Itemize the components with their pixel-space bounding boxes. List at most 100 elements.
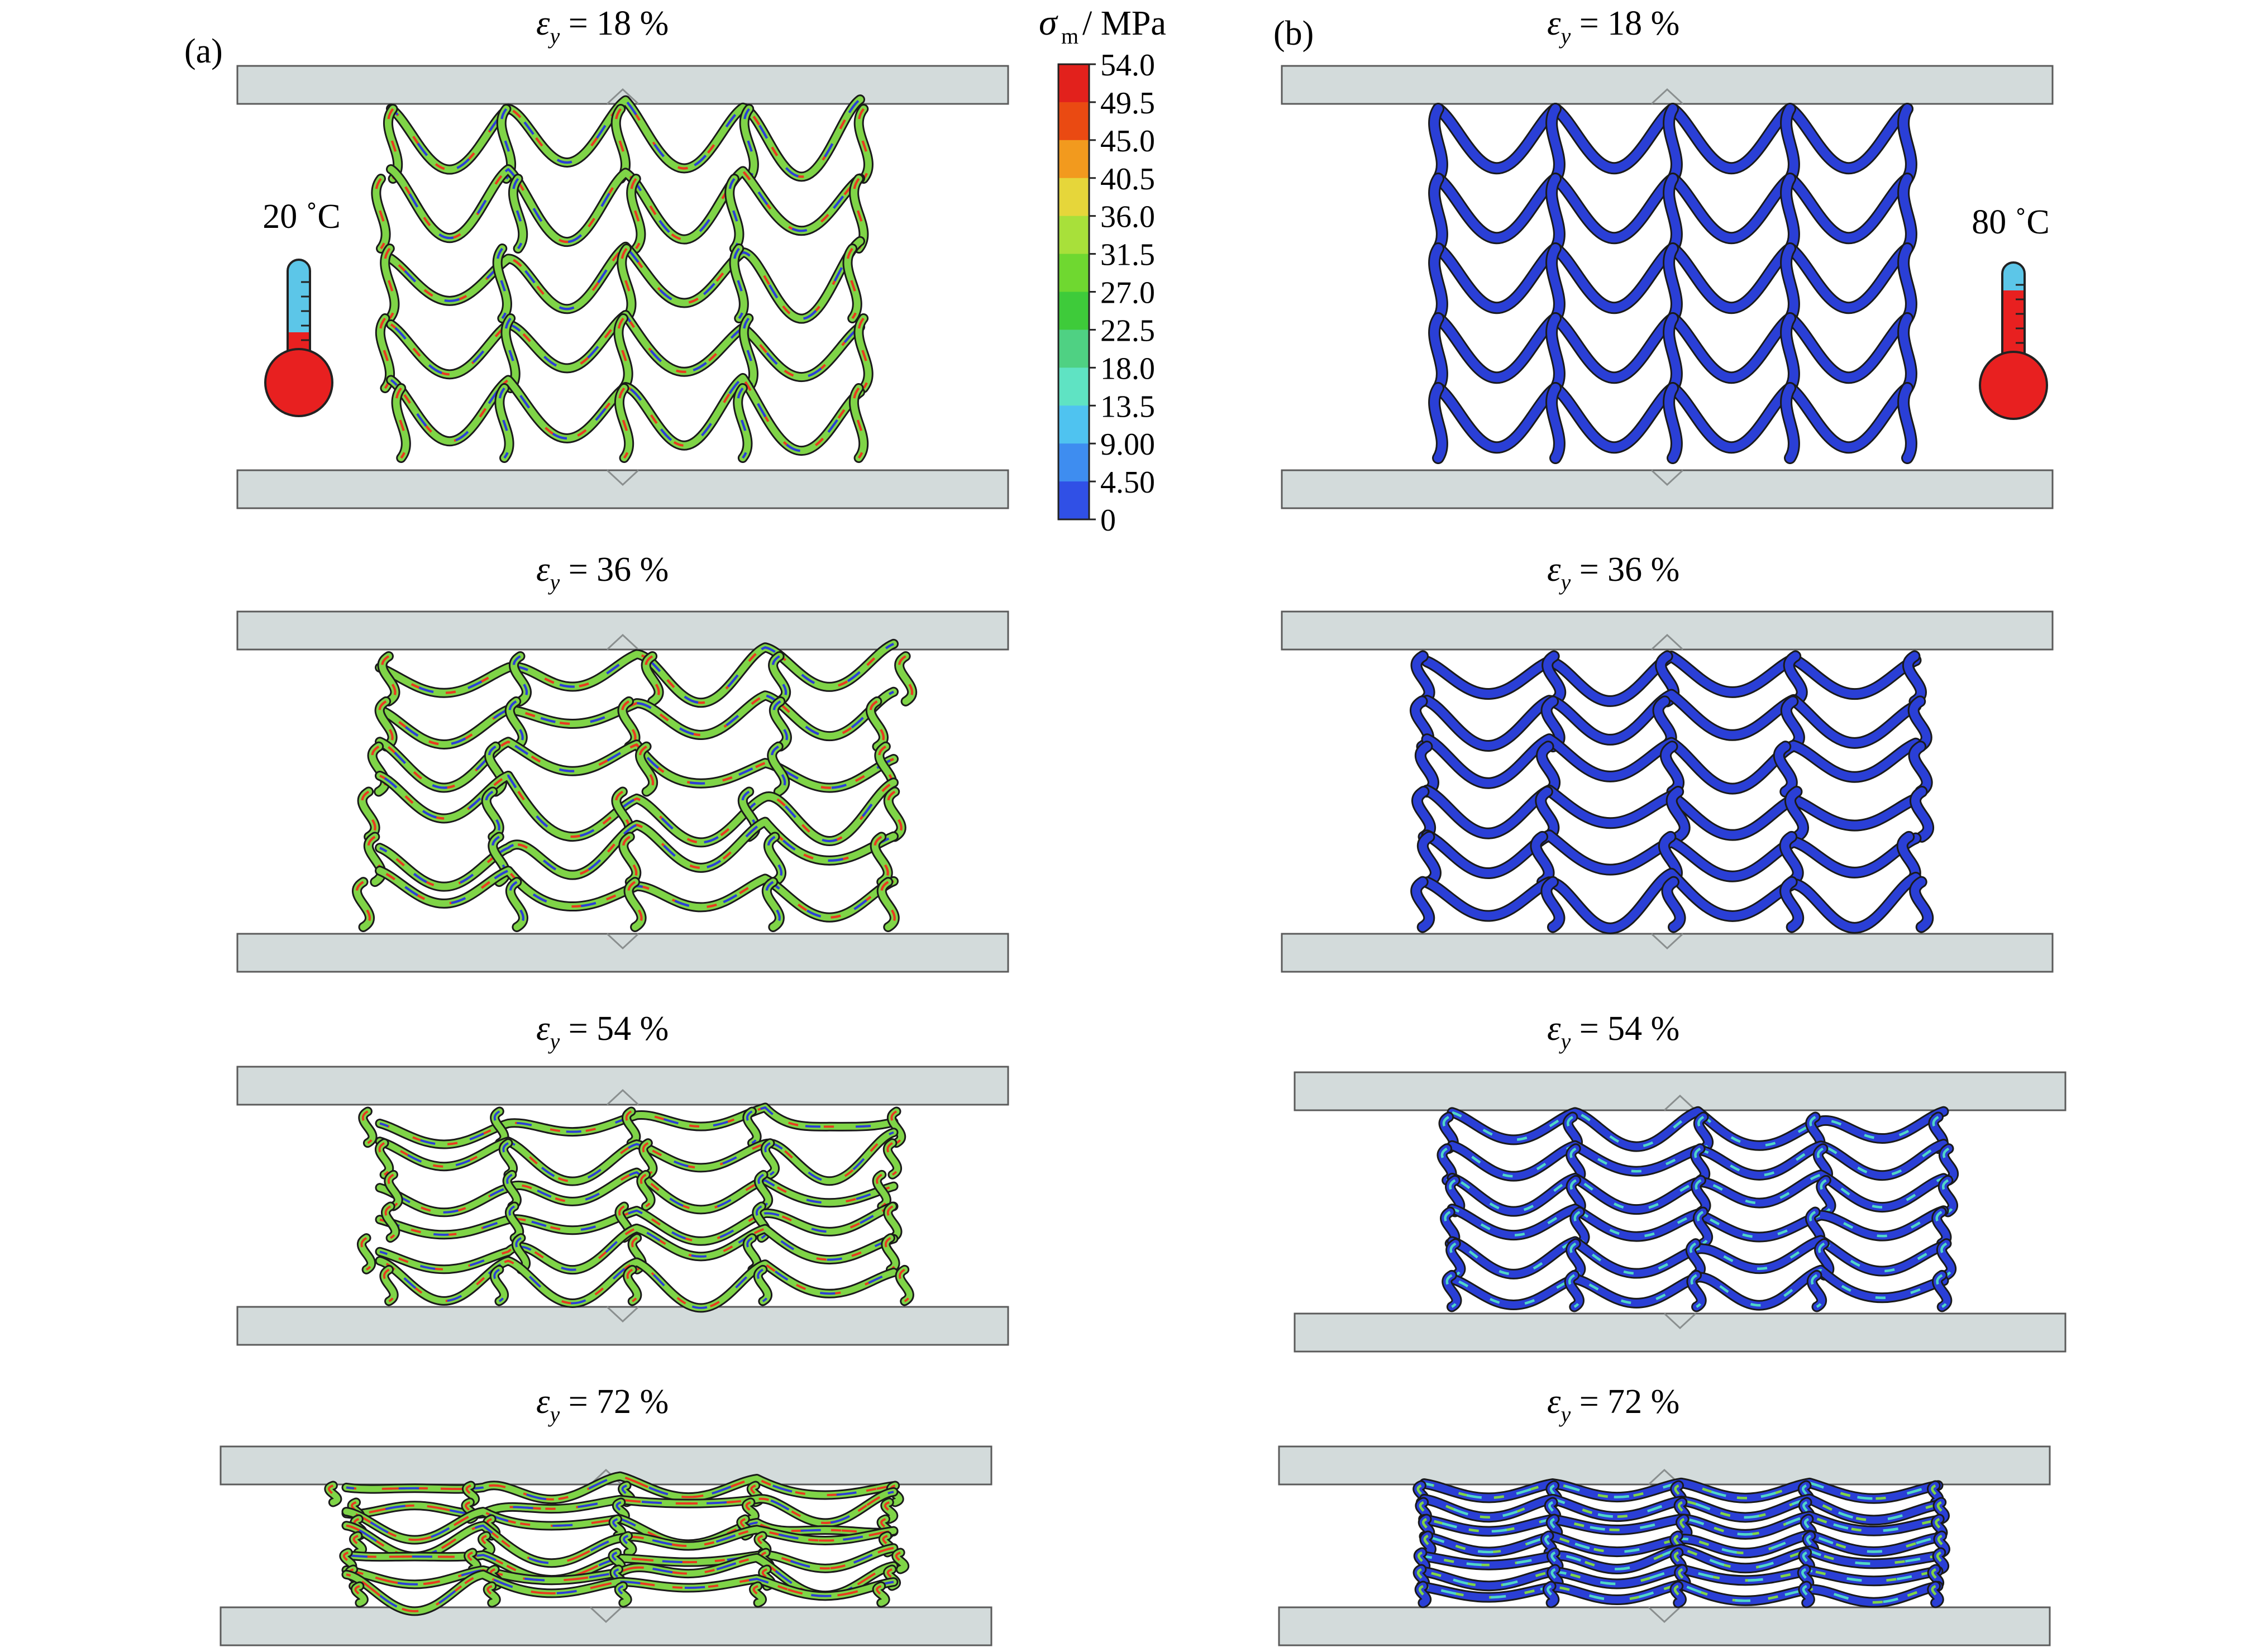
strain-label-b-2: εy = 36 % (1547, 551, 1679, 595)
colorbar-tick-label: 54.0 (1100, 48, 1155, 83)
strain-label-a-4: εy = 72 % (536, 1383, 669, 1427)
compression-plates-b-4 (1278, 1445, 2051, 1646)
panel-label-b: (b) (1273, 15, 1314, 52)
lattice-layer (324, 94, 1959, 1616)
bottom-plate (1281, 469, 2054, 509)
lattice-b-54 (1437, 1106, 1959, 1312)
bottom-plate-arrow-icon (1650, 469, 1684, 486)
strain-label-a-1: εy = 18 % (536, 4, 669, 49)
svg-text:εy = 18 %: εy = 18 % (536, 4, 669, 49)
colorbar-symbol: σ (1039, 2, 1058, 43)
colorbar-swatch (1058, 367, 1089, 407)
bottom-plate (236, 933, 1009, 973)
temperature-label-a: 20 ˚C (263, 198, 341, 236)
top-plate-arrow-icon (1663, 1094, 1697, 1111)
colorbar-tick-label: 49.5 (1100, 86, 1155, 121)
colorbar-unit: / MPa (1082, 4, 1166, 42)
bottom-plate (1278, 1606, 2051, 1646)
colorbar-swatch (1058, 443, 1089, 483)
colorbar-tick-label: 40.5 (1100, 162, 1155, 197)
colorbar-swatch (1058, 178, 1089, 217)
colorbar-tick-label: 18.0 (1100, 351, 1155, 386)
svg-text:εy = 36 %: εy = 36 % (536, 551, 669, 595)
bottom-plate-arrow-icon (606, 469, 640, 486)
thermometer-cold-icon (264, 259, 333, 417)
top-plate (236, 1066, 1009, 1106)
thermometer-hot-icon (1979, 261, 2048, 420)
lattice-a-18 (371, 94, 874, 463)
colorbar-tick-label: 27.0 (1100, 276, 1155, 311)
svg-text:εy = 72 %: εy = 72 % (536, 1383, 669, 1427)
compression-plates-a-2 (236, 610, 1009, 973)
colorbar-tick-label: 0 (1100, 503, 1116, 538)
colorbar-tick-label: 13.5 (1100, 389, 1155, 424)
top-plate (1278, 1445, 2051, 1486)
svg-text:εy = 18 %: εy = 18 % (1547, 4, 1679, 49)
colorbar-swatch (1058, 216, 1089, 255)
compression-plates-b-1 (1281, 65, 2054, 509)
colorbar-tick-label: 36.0 (1100, 200, 1155, 235)
top-plate (236, 610, 1009, 651)
colorbar-tick-label: 31.5 (1100, 238, 1155, 273)
plates-layer (219, 65, 2067, 1646)
colorbar-subscript: m (1061, 23, 1078, 49)
colorbar-swatch (1058, 254, 1089, 293)
compression-plates-a-1 (236, 65, 1009, 509)
bottom-plate (219, 1606, 992, 1646)
top-plate (1281, 65, 2054, 105)
colorbar-tick-label: 4.50 (1100, 465, 1155, 500)
svg-text:εy = 72 %: εy = 72 % (1547, 1383, 1679, 1427)
lattice-a-36 (352, 638, 918, 932)
compression-plates-b-3 (1294, 1071, 2067, 1353)
lattice-b-18 (1428, 103, 1917, 464)
bottom-plate-arrow-icon (606, 933, 640, 950)
bottom-plate-arrow-icon (606, 1306, 640, 1323)
bottom-plate-arrow-icon (1648, 1606, 1681, 1624)
strain-label-a-3: εy = 54 % (536, 1010, 669, 1054)
top-plate (1281, 610, 2054, 651)
lattice-b-36 (1410, 650, 1934, 934)
colorbar-swatch (1058, 102, 1089, 141)
bottom-plate (236, 469, 1009, 509)
top-plate-arrow-icon (606, 1088, 640, 1106)
colorbar-tick-label: 9.00 (1100, 427, 1155, 462)
strain-labels: εy = 18 % εy = 18 % εy = 36 % εy = 36 % εy =… (536, 4, 1679, 1427)
bottom-plate-arrow-icon (1650, 933, 1684, 950)
colorbar-swatch (1058, 140, 1089, 179)
lattice-a-72 (324, 1471, 910, 1616)
colorbar-tick-label: 22.5 (1100, 313, 1155, 348)
svg-text:εy = 54 %: εy = 54 % (1547, 1010, 1679, 1054)
top-plate-arrow-icon (606, 633, 640, 651)
bottom-plate (236, 1306, 1009, 1346)
bottom-plate-arrow-icon (1663, 1312, 1697, 1330)
bottom-plate (1294, 1312, 2067, 1353)
bottom-plate (1281, 933, 2054, 973)
colorbar-tick-labels: 54.049.545.040.536.031.527.022.518.013.5… (1089, 48, 1155, 538)
lattice-b-72 (1412, 1477, 1950, 1608)
compression-plates-a-3 (236, 1066, 1009, 1346)
top-plate (1294, 1071, 2067, 1111)
strain-label-b-1: εy = 18 % (1547, 4, 1679, 49)
stress-colorbar: σ m / MPa 54.049.545.040.536.031.527.022… (1039, 2, 1166, 538)
colorbar-swatch (1058, 330, 1089, 369)
panel-label-a: (a) (184, 32, 223, 70)
colorbar-swatch (1058, 405, 1089, 445)
top-plate-arrow-icon (1650, 633, 1684, 651)
compression-plates-a-4 (219, 1445, 992, 1646)
colorbar-swatch (1058, 292, 1089, 331)
colorbar-swatch (1058, 481, 1089, 520)
strain-label-a-2: εy = 36 % (536, 551, 669, 595)
colorbar-swatches (1057, 63, 1090, 521)
strain-label-b-4: εy = 72 % (1547, 1383, 1679, 1427)
colorbar-tick-label: 45.0 (1100, 124, 1155, 159)
compression-plates-b-2 (1281, 610, 2054, 973)
bottom-plate-arrow-icon (589, 1606, 623, 1624)
temperature-label-b: 80 ˚C (1972, 203, 2050, 241)
svg-text:εy = 54 %: εy = 54 % (536, 1010, 669, 1054)
lattice-a-54 (357, 1102, 914, 1313)
colorbar-swatch (1058, 64, 1089, 103)
top-plate-arrow-icon (606, 88, 640, 105)
strain-label-b-3: εy = 54 % (1547, 1010, 1679, 1054)
top-plate-arrow-icon (1650, 88, 1684, 105)
